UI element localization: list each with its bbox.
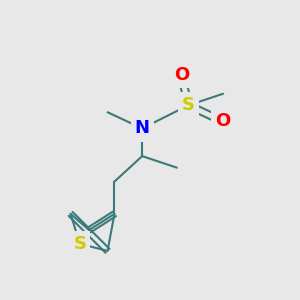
- Text: S: S: [73, 235, 86, 253]
- Text: N: N: [135, 119, 150, 137]
- Text: O: O: [215, 112, 231, 130]
- Text: O: O: [174, 66, 189, 84]
- Text: S: S: [182, 96, 195, 114]
